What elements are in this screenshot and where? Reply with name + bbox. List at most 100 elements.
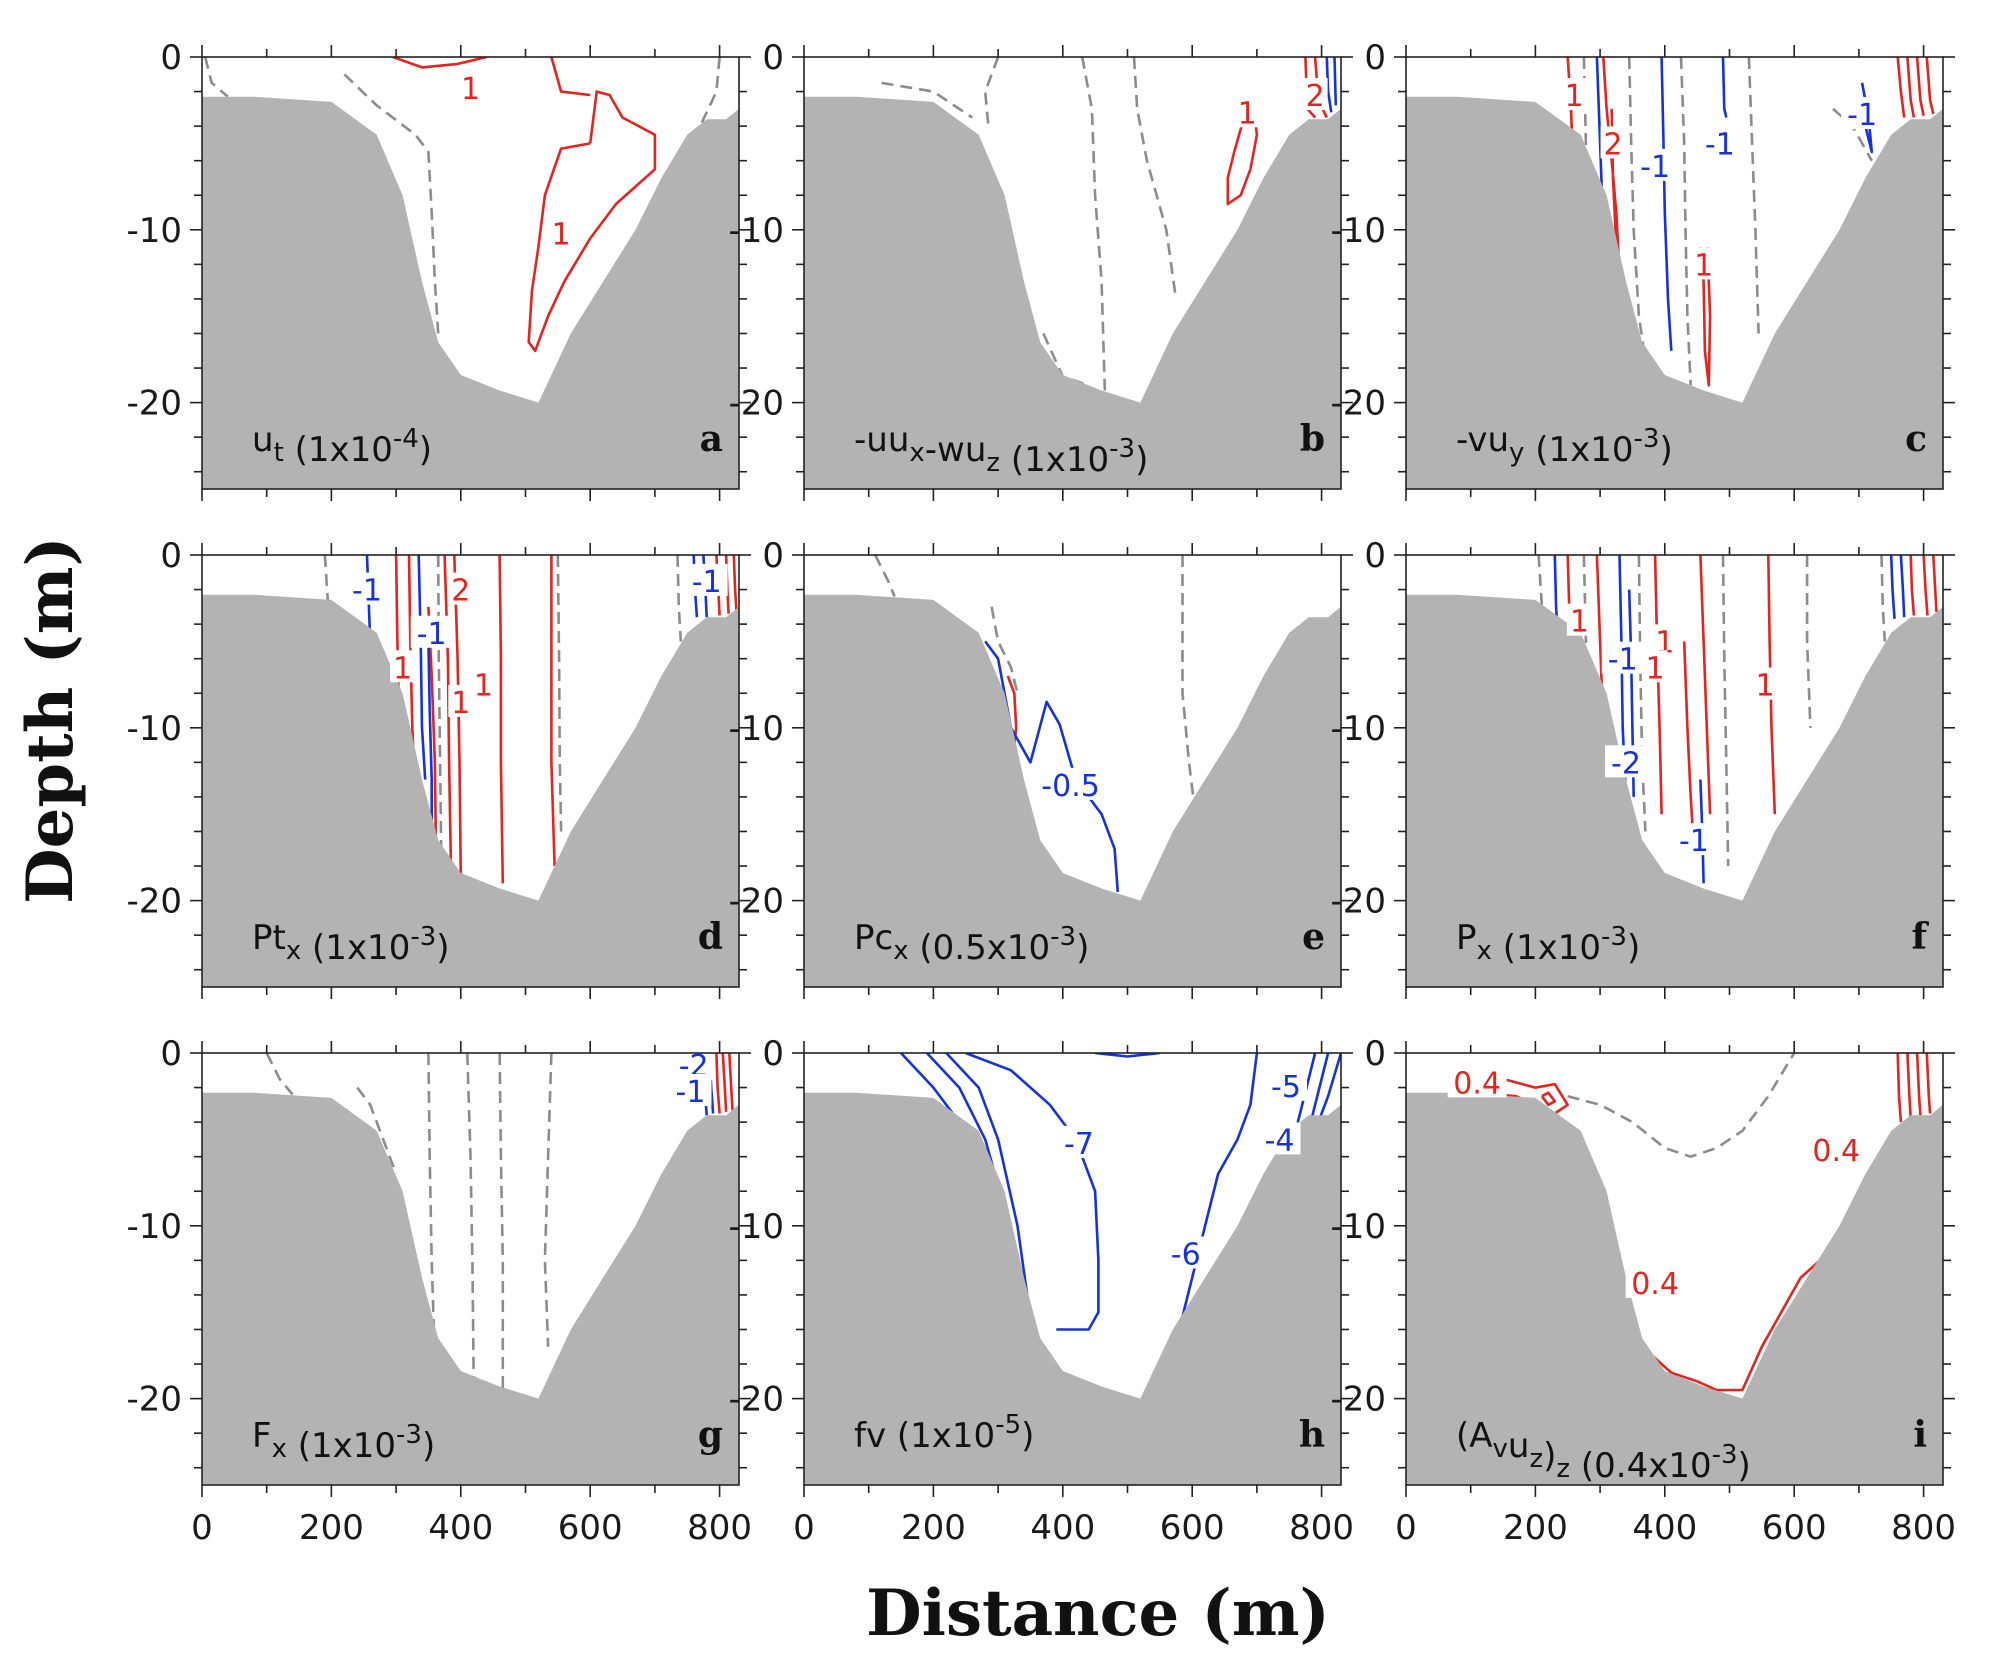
panel-label-part: z: [1556, 1454, 1570, 1484]
panel-label-part: ): [419, 430, 432, 470]
contour-label: 1: [1756, 669, 1775, 704]
contour-label: -7: [1064, 1127, 1094, 1162]
contour-label-bg: [1234, 95, 1260, 128]
panel-label-part: -3: [396, 1420, 422, 1450]
y-tick-label: -20: [1330, 384, 1386, 424]
panel-label: Ptx (1x10-3): [252, 918, 450, 968]
y-tick-label: -20: [126, 1380, 182, 1420]
contour-label: -1: [417, 617, 447, 652]
panel-label-part: -3: [1712, 1440, 1738, 1470]
panel-label-part: x: [1477, 936, 1492, 966]
contour-label-bg: [1447, 1065, 1507, 1098]
contour-zero-18: [1637, 555, 1647, 832]
panel-label-part: v: [1493, 1434, 1508, 1464]
contour-pos-4: [1682, 641, 1696, 849]
panel-b: 1 2 0 -10 -20 -uux-wuz (1x10-3) b: [728, 38, 1353, 501]
contour-zero-3: [874, 555, 896, 597]
contour-pos-3: [728, 1053, 734, 1111]
contour-label-bg: [410, 615, 453, 648]
contour-label: 2: [1306, 79, 1325, 114]
panel-label-part: -3: [1109, 434, 1135, 464]
contour-label-bg: [448, 572, 474, 605]
bathymetry-fill: [804, 96, 1341, 489]
panel-letter: b: [1300, 418, 1325, 460]
contour-label-bg: [1752, 667, 1778, 700]
panel-letter: i: [1913, 1414, 1927, 1456]
y-axis-title: Depth (m): [13, 536, 88, 904]
x-tick-label: 800: [1289, 1508, 1354, 1548]
contour-label: 0.4: [1453, 1066, 1501, 1101]
panel-label-part: (0.5x10: [909, 928, 1051, 968]
y-tick-label: -10: [1330, 1207, 1386, 1247]
y-tick-label: -10: [1330, 211, 1386, 251]
y-tick-label: 0: [762, 38, 784, 78]
y-tick-label: -10: [1330, 709, 1386, 749]
x-axis-title: Distance (m): [866, 1576, 1330, 1651]
panel-frame: [1405, 56, 1944, 490]
contour-pos-5: [1699, 555, 1712, 815]
contour-label: 2: [451, 574, 470, 609]
panel-label-part: ): [1076, 928, 1089, 968]
contour-label: -1: [352, 574, 382, 609]
panel-label-part: x: [893, 936, 908, 966]
panel-label: (Avuz)z (0.4x10-3): [1456, 1416, 1751, 1486]
contour-label: 1: [474, 669, 493, 704]
contour-zero-8: [427, 1053, 437, 1365]
contour-label: -0.5: [1041, 769, 1100, 804]
contour-pos-3: [1653, 555, 1663, 815]
y-tick-label: -20: [126, 882, 182, 922]
contour-label: 1: [552, 217, 571, 252]
panel-label-part: -5: [995, 1410, 1021, 1440]
contour-pos-6: [1915, 57, 1925, 117]
x-tick-label: 800: [687, 1508, 752, 1548]
contour-zero-6: [265, 1053, 294, 1096]
panel-label-part: (0.4x10: [1570, 1446, 1712, 1486]
panel-label-part: Pt: [252, 918, 286, 958]
y-tick-label: -10: [126, 709, 182, 749]
panel-frame: [201, 554, 740, 988]
contour-pos-5: [1906, 57, 1916, 118]
y-tick-label: -10: [728, 211, 784, 251]
panel-label-part: Pc: [854, 918, 893, 958]
bathymetry-fill: [1406, 1092, 1943, 1485]
contour-label: 0.4: [1631, 1267, 1679, 1302]
contour-label: -1: [1705, 127, 1735, 162]
panel-a: 1 1 0 -10 -20 ut (1x10-4) a: [126, 38, 751, 501]
panel-label-part: u: [252, 420, 274, 460]
contour-pos-7: [1925, 57, 1935, 115]
contour-zero-14: [1679, 57, 1692, 386]
contour-pos-3: [550, 57, 591, 97]
x-tick-label: 600: [1762, 1508, 1827, 1548]
y-tick-label: -10: [728, 1207, 784, 1247]
contour-label-bg: [669, 1074, 712, 1107]
contour-label: -4: [1265, 1123, 1295, 1158]
contour-pos-2: [527, 90, 657, 353]
contour-label-bg: [1841, 97, 1884, 130]
x-tick-label: 200: [901, 1508, 966, 1548]
contour-label-bg: [548, 216, 574, 249]
y-tick-label: -10: [126, 1207, 182, 1247]
panel-label: Px (1x10-3): [1456, 918, 1640, 968]
contour-label-bg: [1566, 603, 1592, 636]
contour-zero-8: [1080, 57, 1107, 391]
panel-label-part: -wu: [925, 430, 987, 470]
contour-pos-1: [392, 57, 487, 69]
contour-label: 0.4: [1812, 1134, 1860, 1169]
contour-label-bg: [1600, 126, 1626, 159]
contour-label-bg: [345, 572, 388, 605]
contour-label-bg: [1032, 767, 1109, 800]
contour-zero-15: [1747, 57, 1760, 334]
panel-label-part: x: [286, 936, 301, 966]
contour-label-bg: [1806, 1132, 1866, 1165]
contour-zero-6: [881, 81, 973, 119]
panel-letter: d: [698, 916, 723, 958]
panel-e: -0.5 0 -10 -20 Pcx (0.5x10-3) e: [728, 536, 1353, 999]
y-tick-label: 0: [1364, 38, 1386, 78]
panel-label: fv (1x10-5): [854, 1410, 1034, 1456]
contour-label-bg: [1561, 78, 1587, 111]
contour-zero-17: [1582, 555, 1590, 711]
contour-label-bg: [1698, 126, 1741, 159]
contour-pos-6: [498, 555, 505, 884]
